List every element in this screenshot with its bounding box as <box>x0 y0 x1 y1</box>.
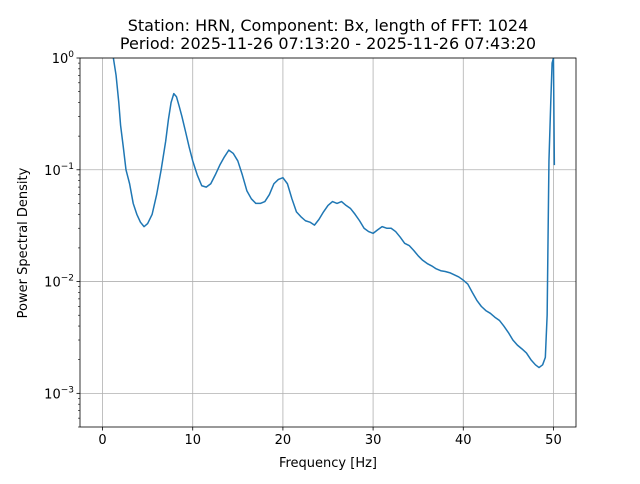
x-axis: 0 10 20 30 40 50 <box>98 427 562 448</box>
psd-line <box>112 58 556 369</box>
plot-frame <box>79 57 577 428</box>
x-tick-label: 10 <box>184 433 201 448</box>
x-tick-label: 20 <box>275 433 292 448</box>
chart-title: Station: HRN, Component: Bx, length of F… <box>128 16 529 35</box>
x-tick-label: 50 <box>545 433 562 448</box>
x-tick-label: 0 <box>98 433 106 448</box>
chart-subtitle: Period: 2025-11-26 07:13:20 - 2025-11-26… <box>120 34 536 53</box>
x-tick-label: 40 <box>455 433 472 448</box>
x-tick-label: 30 <box>365 433 382 448</box>
plot-area <box>112 58 556 369</box>
y-axis-label: Power Spectral Density <box>16 167 31 318</box>
x-axis-label: Frequency [Hz] <box>279 456 377 471</box>
